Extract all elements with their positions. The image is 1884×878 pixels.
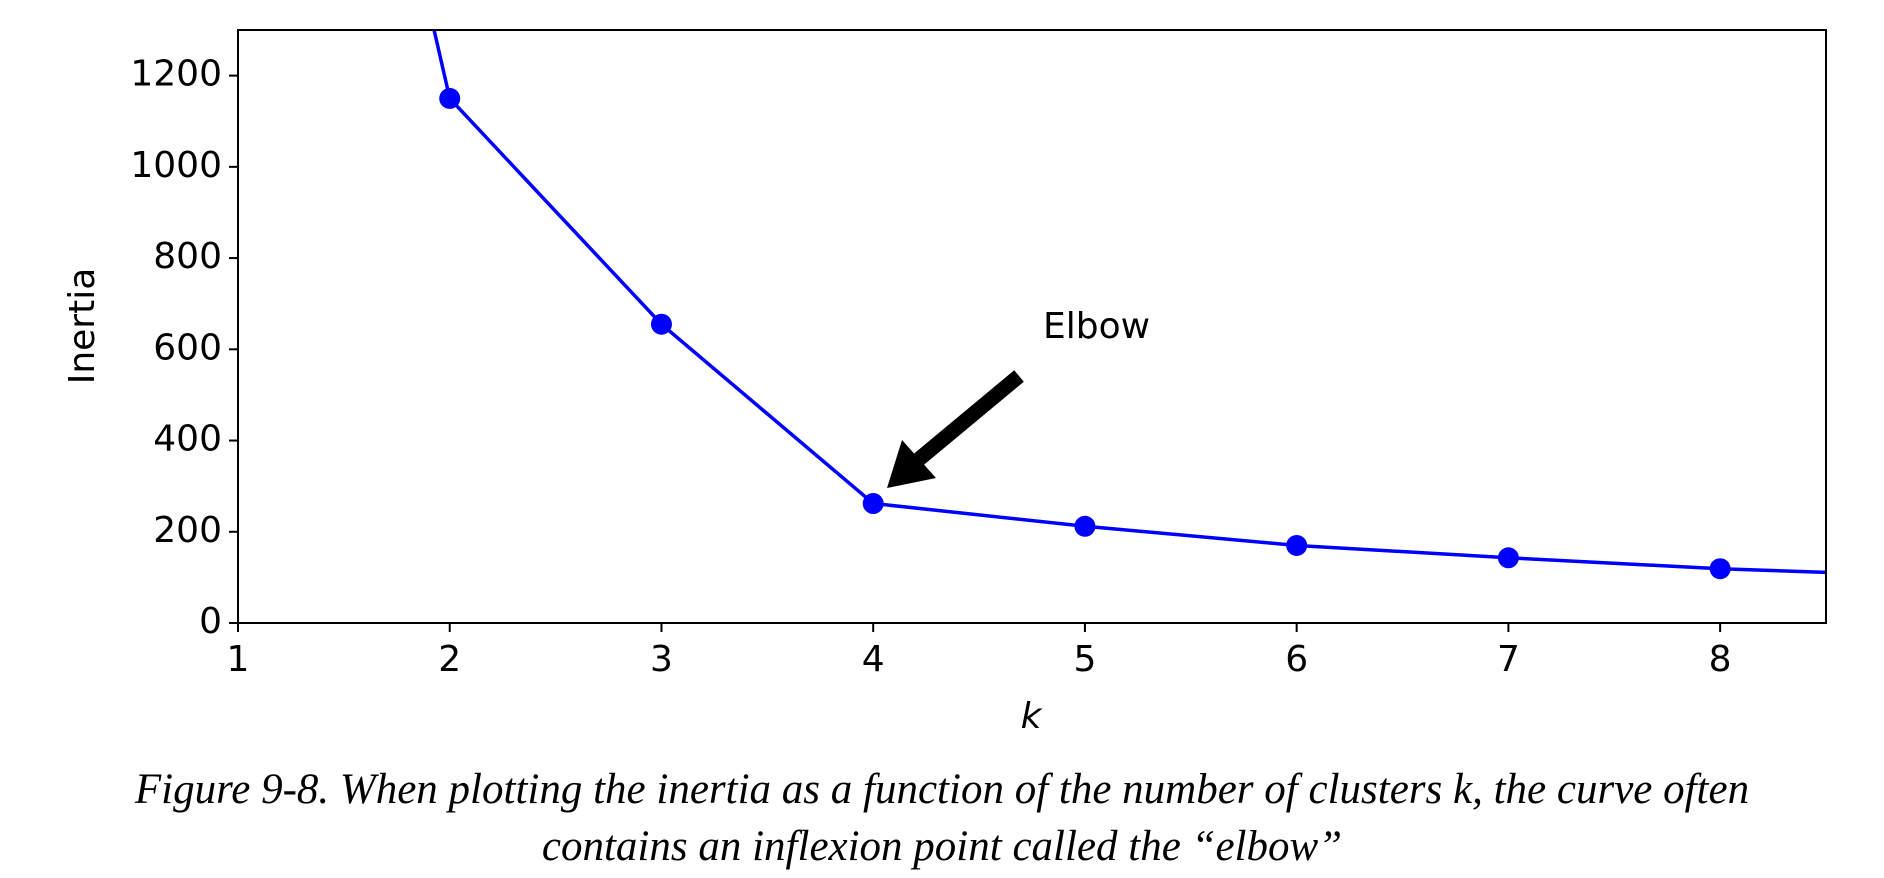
point (650, 313, 672, 335)
point (1497, 547, 1519, 569)
x-tick-label: 3 (650, 639, 673, 680)
x-axis-label: k (1021, 696, 1044, 737)
y-tick-label: 1000 (130, 145, 222, 186)
y-tick-label: 600 (153, 327, 222, 368)
y-tick-label: 400 (153, 419, 222, 460)
plot-frame (237, 29, 1827, 624)
line (432, 30, 1826, 575)
caption: contains an inflexion point called the “… (542, 823, 1342, 870)
point (1286, 534, 1308, 556)
caption: Figure 9-8. When plotting the inertia as… (134, 766, 1749, 813)
plot-area (432, 30, 1826, 580)
x-tick-label: 2 (438, 639, 461, 680)
y-tick-label: 200 (153, 510, 222, 551)
x-tick-label: 1 (227, 639, 250, 680)
point (862, 492, 884, 514)
point (439, 87, 461, 109)
x-tick-label: 8 (1709, 639, 1732, 680)
y-axis-label: Inertia (62, 268, 103, 385)
y-tick-label: 1200 (130, 54, 222, 95)
x-tick-label: 4 (862, 639, 885, 680)
x-tick-label: 5 (1073, 639, 1096, 680)
y-tick-label: 800 (153, 236, 222, 277)
point (1074, 515, 1096, 537)
arrow (887, 370, 1024, 488)
x-tick-label: 7 (1497, 639, 1520, 680)
point (1709, 558, 1731, 580)
x-tick-label: 6 (1285, 639, 1308, 680)
y-tick-label: 0 (199, 601, 222, 642)
annotation: Elbow (1043, 306, 1150, 347)
